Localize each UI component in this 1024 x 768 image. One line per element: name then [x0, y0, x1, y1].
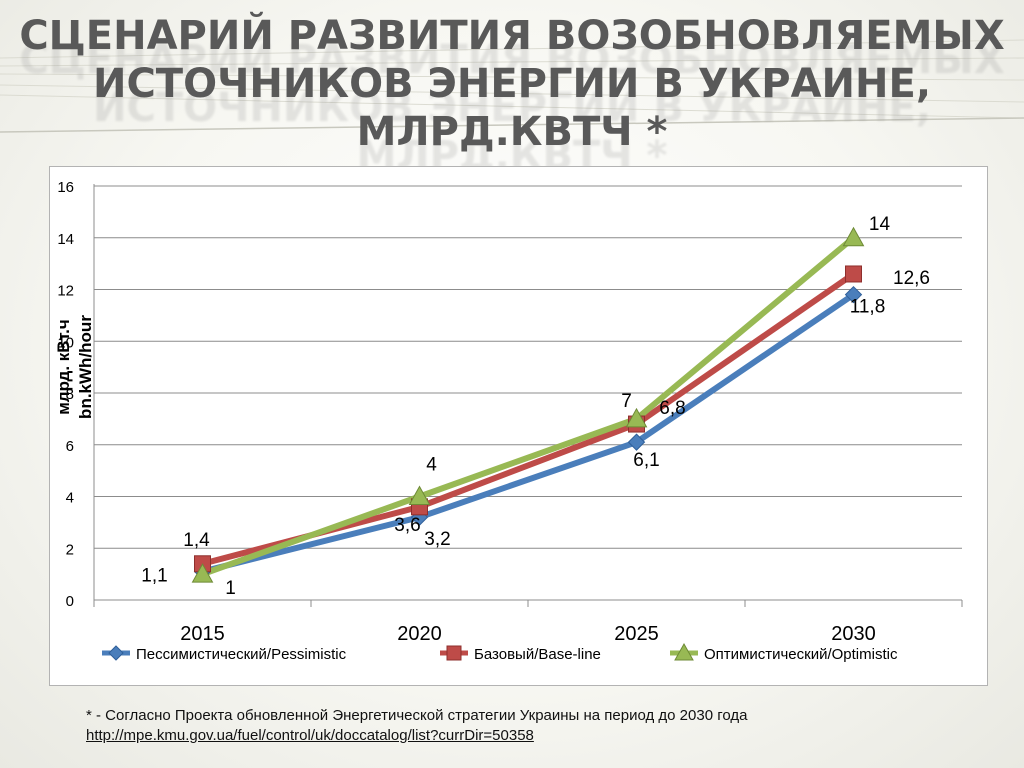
data-label-s2-1: 4 — [426, 455, 437, 476]
x-tick-labels: 2015 2020 2025 2030 — [180, 623, 876, 645]
x-tick-label-2025: 2025 — [614, 623, 659, 645]
data-point-s2-0 — [191, 563, 214, 583]
data-label-s2-0: 1 — [225, 578, 236, 599]
x-tick-label-2020: 2020 — [397, 623, 442, 645]
series-line-0 — [199, 291, 857, 575]
series-markers — [191, 226, 865, 583]
data-point-s0-2 — [627, 433, 646, 451]
y-tick-label-16: 16 — [57, 179, 74, 196]
data-point-s2-2 — [625, 407, 648, 428]
y-axis-label-line-1: млрд. кВт.ч — [54, 319, 73, 415]
y-tick-label-8: 8 — [66, 386, 74, 403]
legend-label-0: Пессимистический/Pessimistic — [136, 646, 347, 663]
data-label-s1-3: 12,6 — [893, 268, 930, 289]
page-title: Сценарий развития возобновляемых источни… — [0, 12, 1024, 156]
data-label-s0-2: 6,1 — [633, 450, 659, 471]
y-tick-labels: 0 2 4 6 8 10 12 14 16 — [57, 179, 74, 610]
y-axis-label-line-2: bn.kWh/hour — [76, 315, 95, 419]
data-label-s0-0: 1,1 — [141, 566, 167, 587]
line-chart: 0 2 4 6 8 10 12 14 16 2015 2020 2025 2030 1,1 3,2 6,1… — [49, 166, 988, 686]
gridlines — [94, 185, 962, 549]
footnote-text: * - Согласно Проекта обновленной Энергет… — [86, 707, 748, 724]
data-label-s0-3: 11,8 — [850, 297, 886, 318]
data-point-s2-1 — [408, 485, 431, 505]
y-tick-label-6: 6 — [66, 438, 74, 455]
data-label-s1-1: 3,6 — [394, 515, 420, 536]
legend-marker-0 — [108, 645, 124, 661]
x-tick-label-2015: 2015 — [180, 623, 225, 645]
y-tick-label-2: 2 — [66, 541, 74, 558]
title-line-2: источников энергии в Украине, млрд.кВтч … — [92, 61, 932, 155]
y-tick-label-4: 4 — [66, 490, 74, 507]
legend-marker-2 — [674, 642, 694, 661]
x-tick-label-2030: 2030 — [831, 623, 876, 645]
source-link[interactable]: http://mpe.kmu.gov.ua/fuel/control/uk/do… — [86, 727, 534, 744]
footnote: * - Согласно Проекта обновленной Энергет… — [86, 706, 986, 746]
data-label-s1-2: 6,8 — [659, 398, 685, 419]
series-lines — [199, 234, 857, 578]
axes — [93, 184, 963, 607]
y-tick-label-12: 12 — [57, 283, 74, 300]
legend-marker-1 — [446, 645, 462, 661]
data-label-s0-1: 3,2 — [424, 529, 450, 550]
title-line-1: Сценарий развития возобновляемых — [19, 13, 1005, 59]
legend-label-1: Базовый/Base-line — [474, 646, 601, 663]
legend-label-2: Оптимистический/Optimistic — [704, 646, 898, 663]
y-tick-label-10: 10 — [57, 334, 74, 351]
data-label-s1-0: 1,4 — [183, 530, 210, 551]
y-tick-label-0: 0 — [66, 593, 74, 610]
data-label-s2-3: 14 — [869, 214, 891, 235]
data-point-s1-3 — [845, 265, 862, 283]
legend: Пессимистический/Pessimistic Базовый/Base… — [102, 642, 898, 663]
decorative-lines — [0, 39, 1024, 133]
y-tick-label-14: 14 — [57, 231, 74, 248]
data-label-s2-2: 7 — [621, 391, 632, 412]
series-line-2 — [199, 234, 857, 578]
data-point-s0-3 — [844, 285, 863, 304]
data-point-s2-3 — [842, 226, 865, 247]
